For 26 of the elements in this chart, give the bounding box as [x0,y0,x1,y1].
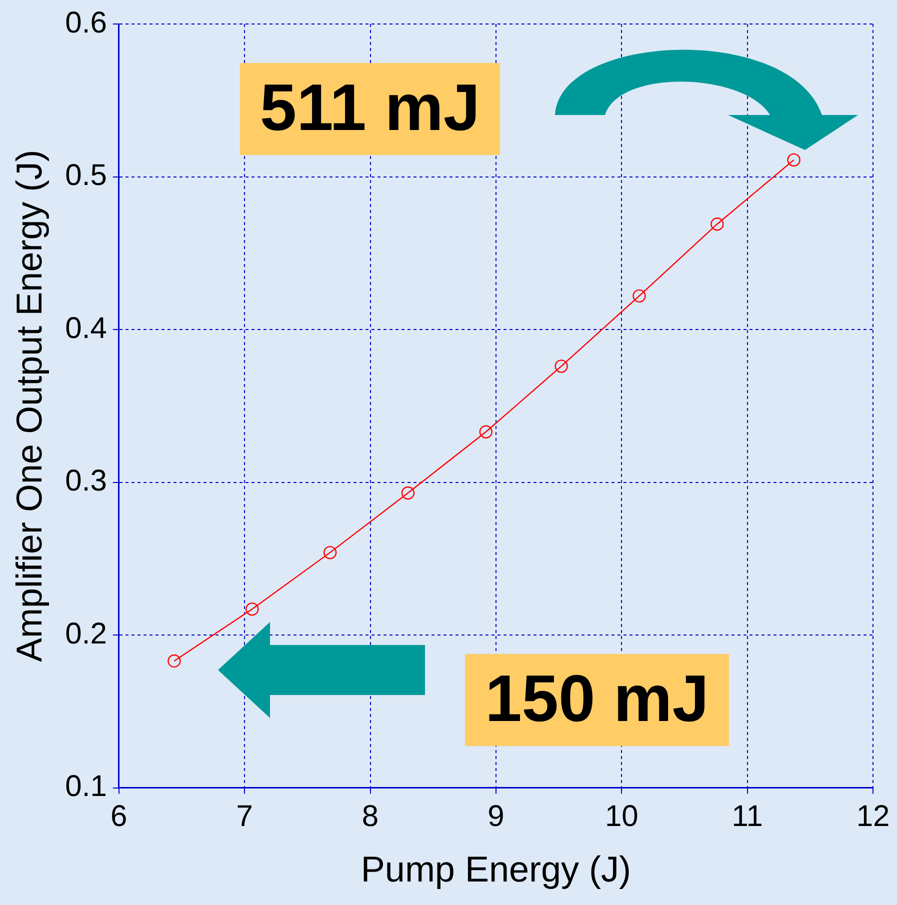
y-tick-label: 0.3 [65,464,107,498]
y-tick-label: 0.6 [65,6,107,40]
x-tick-label: 11 [732,800,763,834]
point [168,654,181,668]
point [787,153,800,167]
point [554,360,568,373]
annotation: 511 mJ [260,70,480,144]
x-tick-label: 8 [362,800,379,834]
x-tick-label: 10 [604,800,638,834]
y-tick-label: 0.2 [65,617,107,650]
y-tick-label: 0.4 [65,312,107,345]
y-tick-label: 0.5 [65,159,107,192]
point [246,602,259,616]
point [710,218,724,231]
point [401,486,415,500]
point [479,425,492,438]
annotation: 150 mJ [485,661,709,736]
y-axis-title: Amplifier One Output Energy (J) [8,150,50,662]
x-tick-label: 12 [856,800,890,834]
point [323,546,337,560]
x-tick-label: 6 [110,800,128,834]
x-tick-label: 7 [236,800,253,834]
x-tick-label: 9 [488,800,504,834]
y-tick-label: 0.1 [65,770,107,804]
x-axis-title: Pump Energy (J) [360,848,631,890]
point [632,289,646,303]
